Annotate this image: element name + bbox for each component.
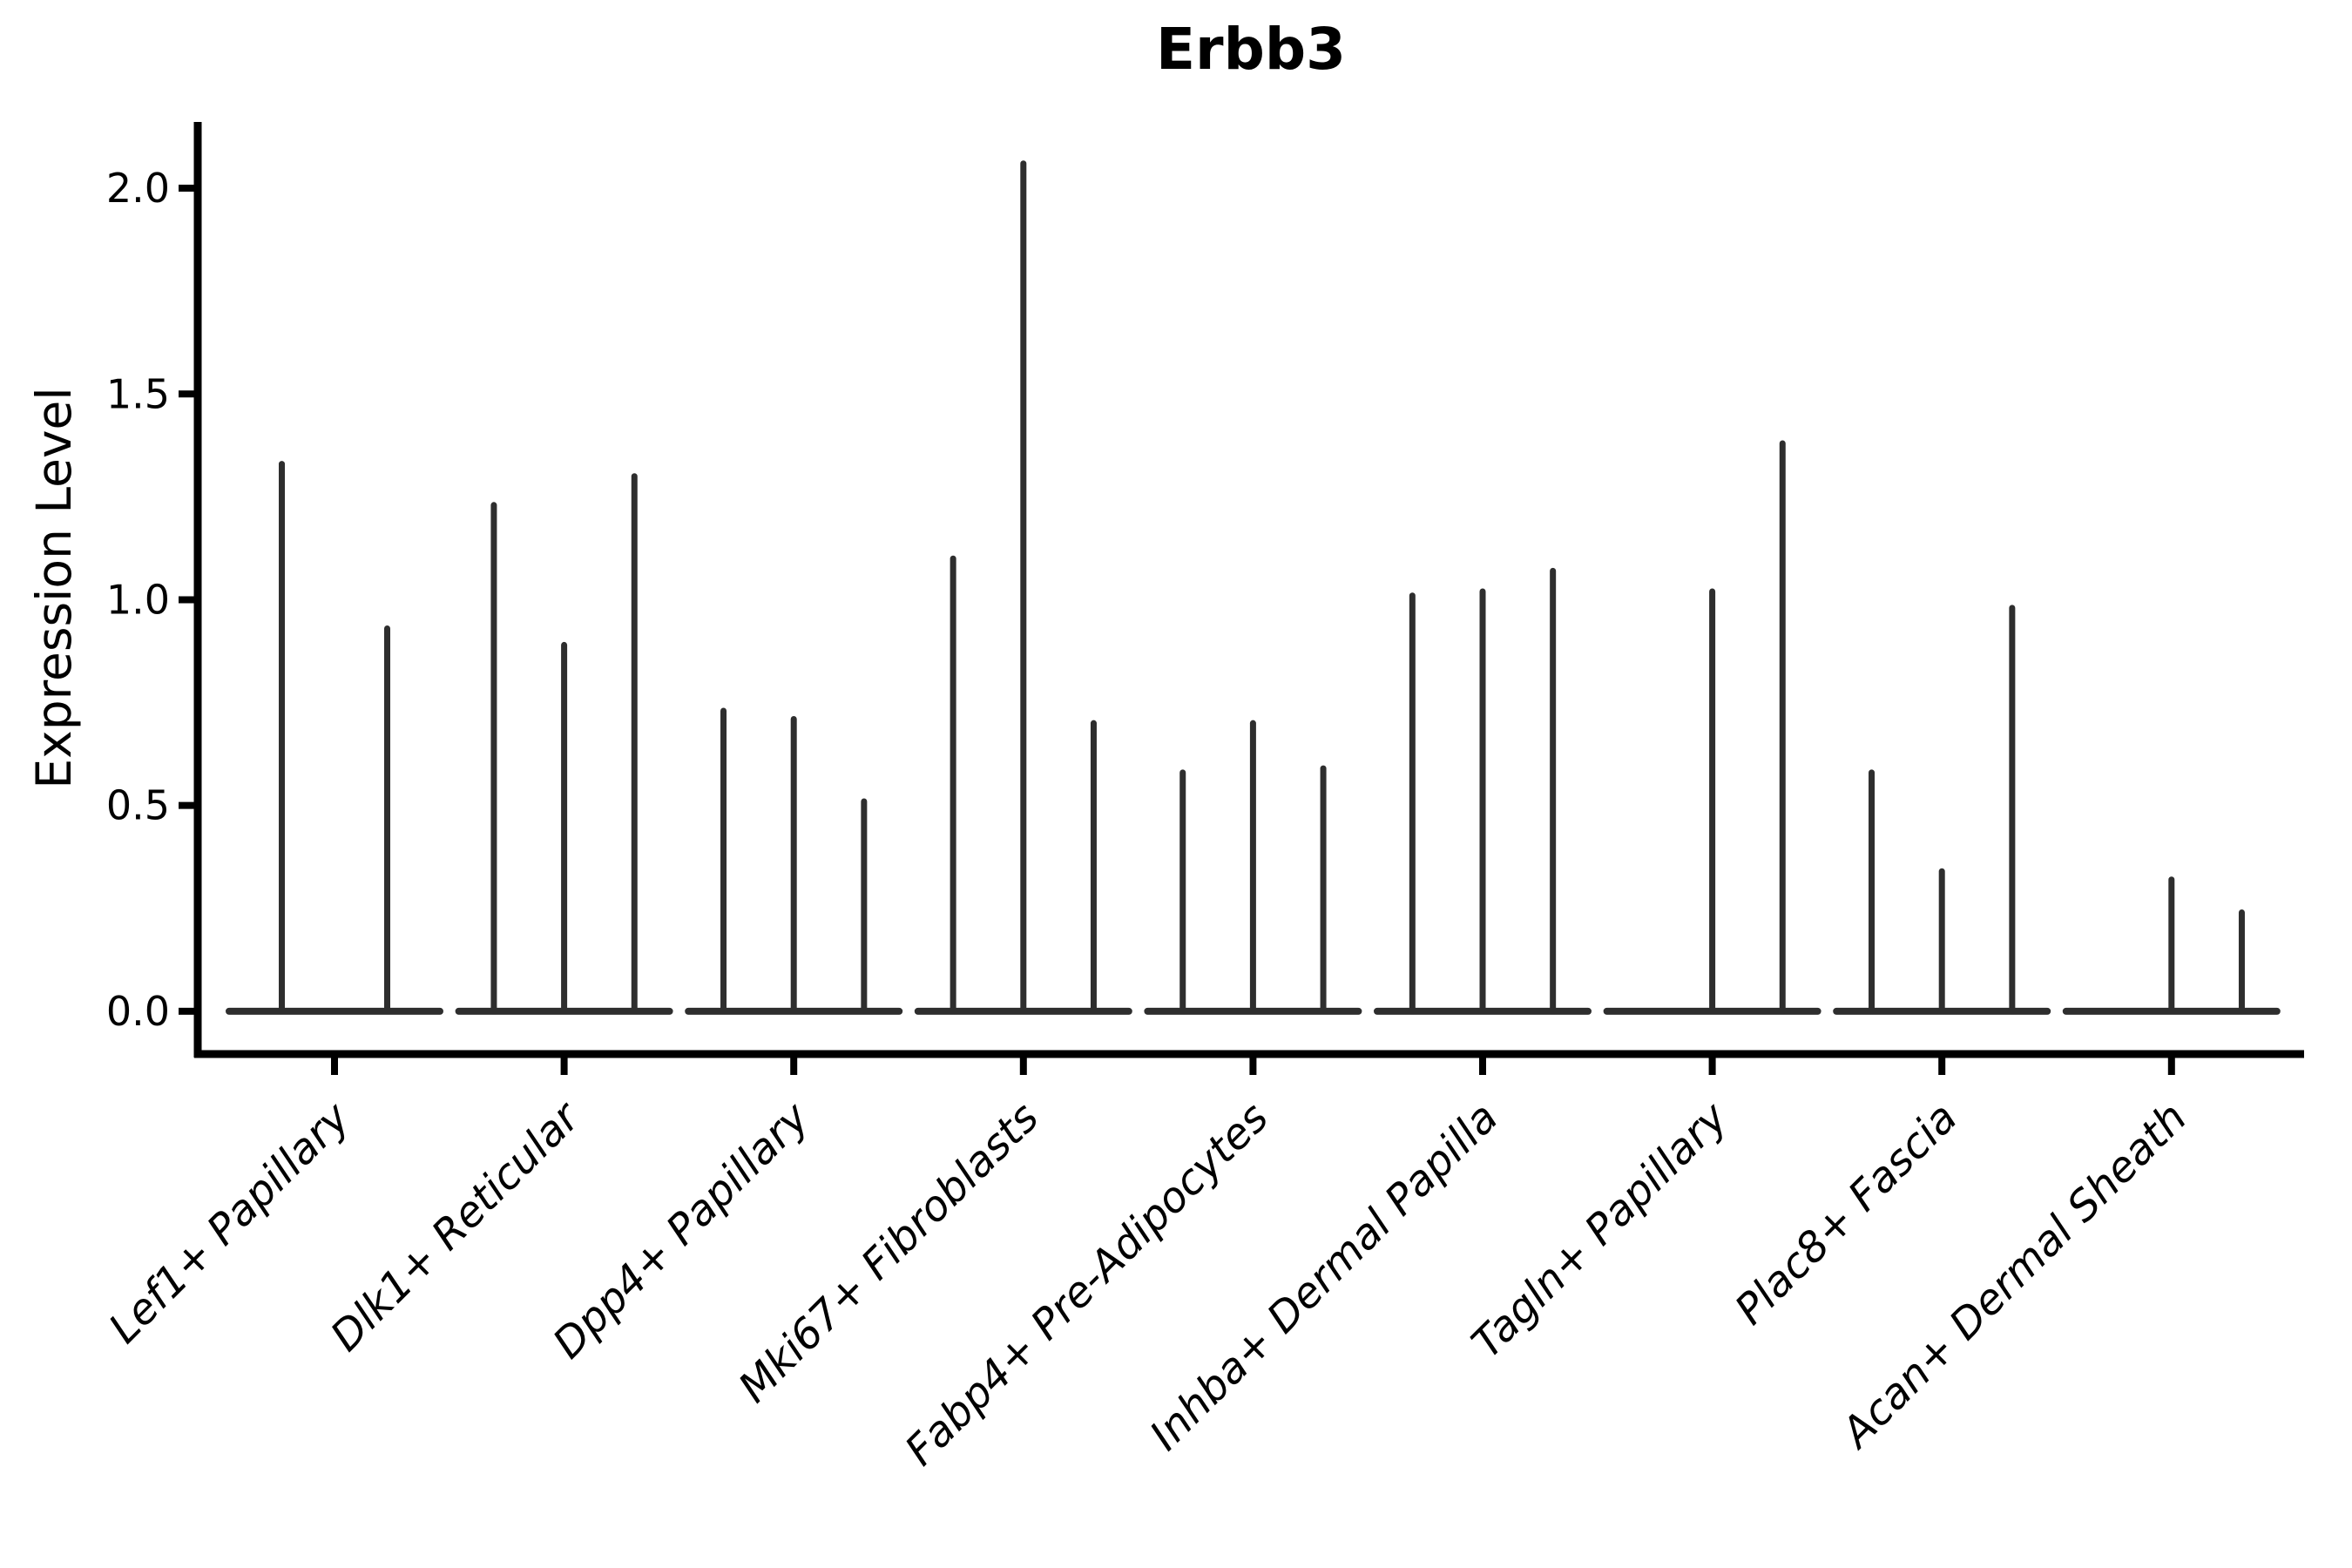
chart-title: Erbb3 [1155, 16, 1347, 83]
x-tick-label: Fabp4+ Pre-Adipocytes [896, 1093, 1278, 1476]
x-tick-label: Lef1+ Papillary [99, 1092, 360, 1353]
y-tick-label: 0.0 [106, 988, 170, 1035]
y-tick-label: 1.0 [106, 576, 170, 623]
x-tick-label: Plac8+ Fascia [1726, 1093, 1967, 1335]
x-tick-label: Dpp4+ Papillary [544, 1092, 819, 1368]
x-tick-label: Tagln+ Papillary [1463, 1092, 1738, 1368]
y-tick-label: 0.5 [106, 782, 170, 829]
y-tick-label: 1.5 [106, 370, 170, 417]
x-tick-label: Dlk1+ Reticular [321, 1092, 591, 1362]
y-tick-label: 2.0 [106, 165, 170, 212]
